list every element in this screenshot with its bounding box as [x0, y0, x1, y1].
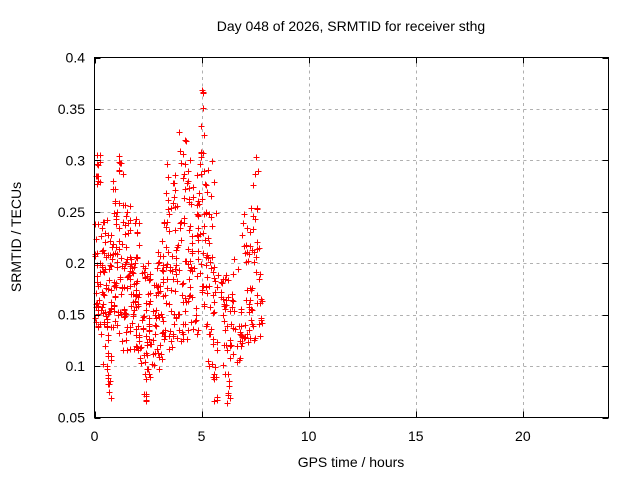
- x-axis-label: GPS time / hours: [298, 454, 405, 470]
- x-tick-labels: 0 5 10 15 20: [91, 428, 531, 444]
- x-tick-label: 5: [198, 428, 206, 444]
- gridlines: [94, 57, 609, 418]
- y-tick-label: 0.3: [66, 152, 86, 168]
- x-tick-label: 20: [515, 428, 531, 444]
- x-tick-label: 15: [408, 428, 424, 444]
- y-axis-label: SRMTID / TECUs: [8, 182, 24, 292]
- y-tick-label: 0.15: [58, 307, 85, 323]
- y-tick-label: 0.05: [58, 410, 85, 426]
- chart-title: Day 048 of 2026, SRMTID for receiver sth…: [217, 18, 485, 34]
- y-tick-label: 0.2: [66, 255, 86, 271]
- y-tick-labels: 0.05 0.1 0.15 0.2 0.25 0.3 0.35 0.4: [58, 50, 85, 426]
- x-tick-label: 0: [91, 428, 99, 444]
- y-tick-label: 0.1: [66, 358, 86, 374]
- plot-frame: [94, 57, 609, 419]
- y-tick-label: 0.25: [58, 204, 85, 220]
- x-tick-label: 10: [301, 428, 317, 444]
- y-tick-label: 0.4: [66, 50, 86, 66]
- y-tick-label: 0.35: [58, 101, 85, 117]
- scatter-points: [92, 87, 266, 407]
